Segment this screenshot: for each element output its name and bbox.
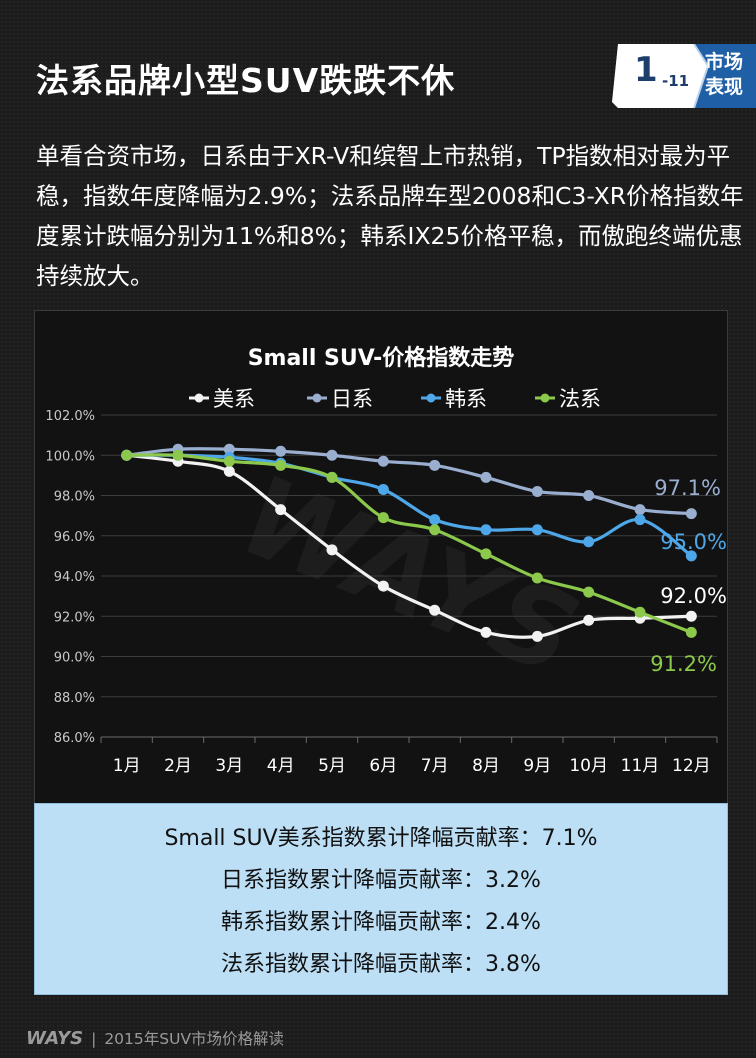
data-point [531,572,543,584]
y-tick-label: 102.0% [45,409,95,424]
data-point [172,449,184,461]
summary-line-us: Small SUV美系指数累计降幅贡献率：7.1% [164,826,598,851]
summary-line-kr: 韩系指数累计降幅贡献率：2.4% [221,910,541,935]
legend-marker [426,393,436,403]
data-point [121,449,133,461]
x-tick-label: 4月 [267,756,295,776]
y-tick-label: 88.0% [54,691,95,706]
x-tick-label: 2月 [164,756,192,776]
data-point [583,490,595,501]
chart-panel: WAYS Small SUV-价格指数走势 美系 日系 韩系 法系 86.0% 88.0% 90… [34,310,728,806]
x-tick-label: 1月 [113,756,141,776]
data-point [275,504,287,516]
badge-label: 市场表现 [704,51,743,98]
legend-marker [540,393,550,403]
legend-label: 韩系 [445,387,487,411]
footer-text: 2015年SUV市场价格解读 [104,1030,285,1048]
end-value-label: 92.0% [660,584,727,608]
y-tick-label: 98.0% [54,490,95,505]
data-point [685,550,697,562]
data-point [429,524,441,536]
chart-title: Small SUV-价格指数走势 [248,345,515,371]
footer: WAYS | 2015年SUV市场价格解读 [26,1027,284,1053]
data-point [429,604,441,616]
data-point [480,548,492,560]
data-point [531,524,543,536]
data-point [223,465,235,477]
data-point [685,626,697,638]
data-point [531,485,543,497]
legend-marker [312,393,322,403]
badge-shape [612,43,756,109]
legend-label: 美系 [213,387,255,411]
x-tick-label: 7月 [421,756,449,776]
y-tick-label: 94.0% [54,570,95,585]
data-point [275,459,287,471]
legend-label: 法系 [559,387,601,411]
footer-logo: WAYS [26,1028,84,1049]
data-point [480,626,492,638]
x-tick-label: 8月 [472,756,500,776]
summary-line-jp: 日系指数累计降幅贡献率：3.2% [221,868,541,893]
badge-number: 1 [634,50,658,90]
data-point [583,614,595,626]
data-point [634,514,646,526]
x-tick-label: 12月 [672,756,711,776]
section-badge: 1 -11 市场表现 [612,43,756,109]
end-value-label: 97.1% [654,476,721,500]
data-point [377,455,389,467]
data-point [634,504,646,516]
y-tick-label: 90.0% [54,651,95,666]
y-tick-label: 86.0% [54,731,95,746]
x-tick-label: 10月 [569,756,608,776]
footer-separator: | [91,1030,97,1048]
summary-line-fr: 法系指数累计降幅贡献率：3.8% [221,952,541,977]
data-point [326,544,338,556]
data-point [685,610,697,622]
data-point [480,471,492,483]
badge-subnumber: -11 [662,72,690,90]
data-point [429,459,441,471]
data-point [377,580,389,592]
x-tick-label: 5月 [318,756,346,776]
page-title: 法系品牌小型SUV跌跌不休 [36,61,456,100]
x-tick-label: 6月 [369,756,397,776]
data-point [377,512,389,524]
intro-paragraph: 单看合资市场，日系由于XR-V和缤智上市热销，TP指数相对最为平稳，指数年度降幅… [36,142,744,290]
data-point [531,630,543,642]
end-value-label: 91.2% [650,652,717,676]
data-point [583,586,595,598]
data-point [223,443,235,455]
data-point [275,445,287,457]
data-point [429,514,441,526]
summary-box: Small SUV美系指数累计降幅贡献率：7.1% 日系指数累计降幅贡献率：3.… [34,803,728,995]
y-tick-label: 92.0% [54,610,95,625]
data-point [326,449,338,461]
data-point [685,508,697,520]
data-point [634,606,646,618]
end-value-label: 95.0% [660,530,727,554]
x-tick-label: 3月 [215,756,243,776]
data-point [326,471,338,483]
y-tick-label: 96.0% [54,530,95,545]
legend-marker [194,393,204,403]
data-point [480,524,492,536]
data-point [377,483,389,495]
y-tick-label: 100.0% [45,449,95,464]
x-tick-label: 11月 [621,756,660,776]
data-point [223,455,235,467]
x-tick-label: 9月 [523,756,551,776]
data-point [583,536,595,548]
legend-label: 日系 [331,387,373,411]
